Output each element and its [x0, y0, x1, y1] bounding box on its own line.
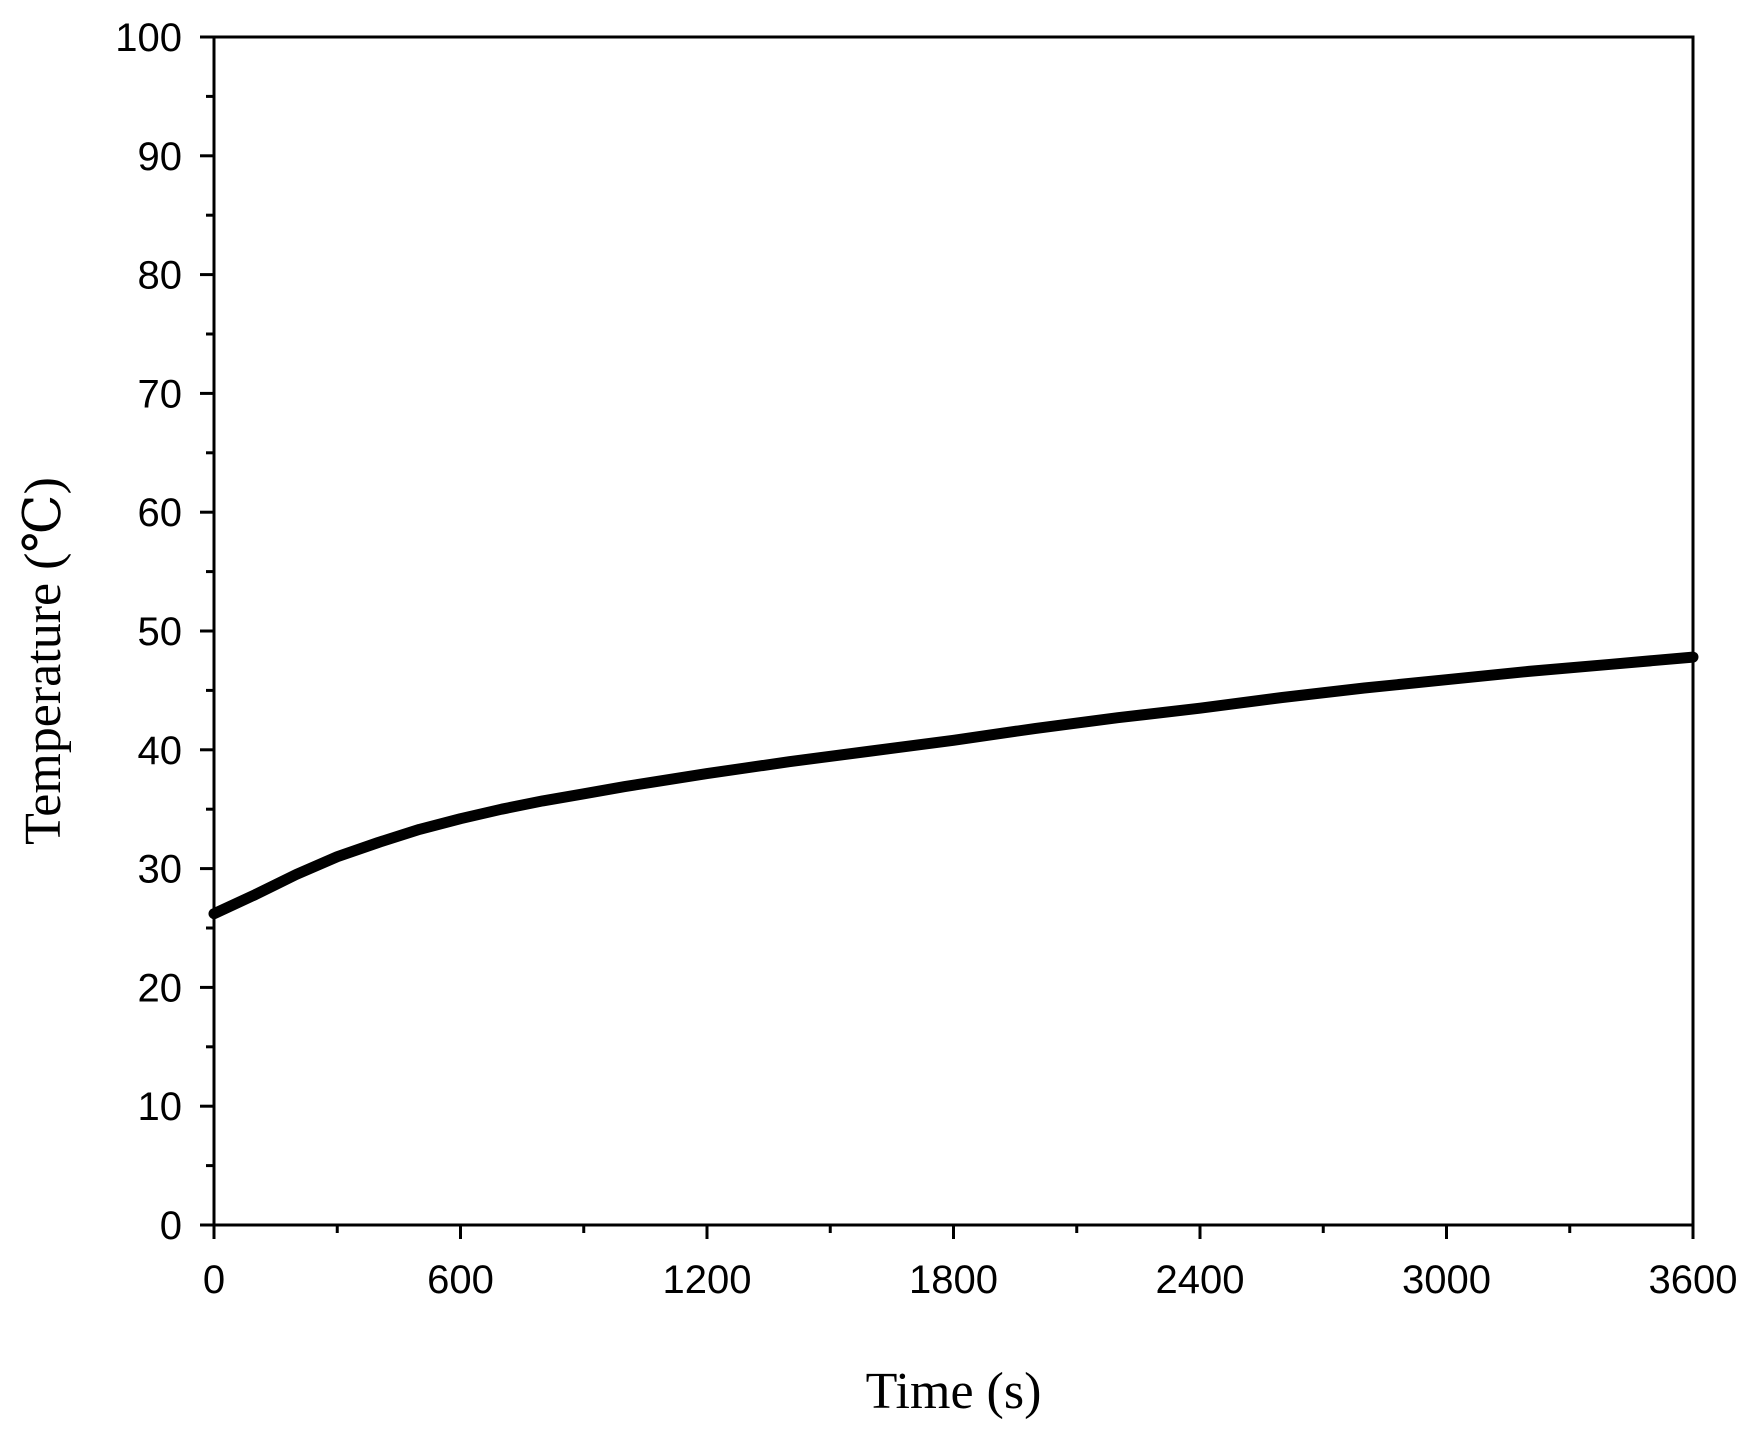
minor-ticks — [206, 94, 1572, 1233]
temperature-series-line — [208, 651, 1699, 920]
y-tick-label: 10 — [138, 1085, 183, 1129]
y-tick-label: 0 — [160, 1204, 182, 1248]
x-tick-label: 3600 — [1649, 1258, 1738, 1302]
y-tick-label: 100 — [115, 16, 182, 60]
plot-frame — [212, 35, 1695, 1227]
y-axis-title: Temperature (℃) — [15, 477, 72, 845]
x-tick-label: 0 — [203, 1258, 225, 1302]
y-tick-label: 60 — [138, 491, 183, 535]
x-tick-label: 2400 — [1156, 1258, 1245, 1302]
x-tick-label: 3000 — [1402, 1258, 1491, 1302]
series-layer — [208, 651, 1699, 920]
y-tick-label: 30 — [138, 848, 183, 892]
y-tick-label: 50 — [138, 610, 183, 654]
major-ticks — [200, 35, 1695, 1239]
y-tick-label: 20 — [138, 966, 183, 1010]
y-tick-label: 40 — [138, 729, 183, 773]
tick-labels: 0 600 1200 1800 2400 3000 3600 0 10 20 30 40 50 60 70 8… — [115, 16, 1737, 1302]
x-tick-label: 600 — [427, 1258, 494, 1302]
y-tick-label: 80 — [138, 254, 183, 298]
x-tick-label: 1200 — [663, 1258, 752, 1302]
y-tick-label: 70 — [138, 372, 183, 416]
y-tick-label: 90 — [138, 135, 183, 179]
x-tick-label: 1800 — [909, 1258, 998, 1302]
x-axis-title: Time (s) — [866, 1363, 1042, 1420]
